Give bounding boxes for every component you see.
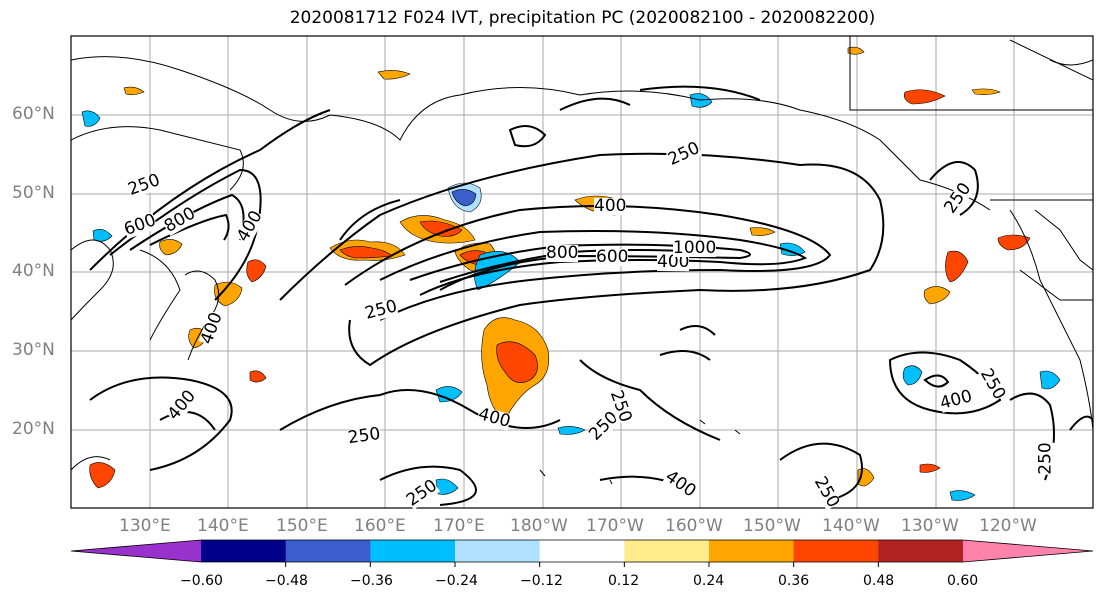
gridlines xyxy=(71,36,1093,508)
colorbar-segment xyxy=(709,540,795,562)
colorbar-tick: 0.12 xyxy=(608,573,640,589)
lat-label-30n: 30°N xyxy=(12,340,55,360)
lat-label-50n: 50°N xyxy=(12,183,55,203)
contour-label: 250 xyxy=(346,423,382,449)
colorbar-outline xyxy=(70,539,1094,563)
map-area xyxy=(71,36,1093,508)
lon-label-170e: 170°E xyxy=(433,516,485,536)
coastlines xyxy=(71,36,1093,485)
colorbar-extend-min xyxy=(71,540,201,562)
lon-label-130e: 130°E xyxy=(119,516,171,536)
contour-label: 250 xyxy=(1035,442,1056,475)
lon-label-140w: 140°W xyxy=(822,516,880,536)
colorbar-tick: −0.12 xyxy=(520,573,563,589)
lon-label-130w: 130°W xyxy=(901,516,959,536)
colorbar-segment xyxy=(878,540,964,562)
lon-label-140e: 140°E xyxy=(197,516,249,536)
colorbar-tick: −0.48 xyxy=(265,573,308,589)
contour-label: 800 xyxy=(546,243,579,263)
lon-label-170w: 170°W xyxy=(586,516,644,536)
colorbar-tick: −0.24 xyxy=(435,573,478,589)
lon-label-150w: 150°W xyxy=(743,516,801,536)
colorbar xyxy=(70,539,1094,567)
lon-label-160e: 160°E xyxy=(354,516,406,536)
contour-label: 400 xyxy=(657,252,690,272)
lon-label-180w: 180°W xyxy=(510,516,568,536)
colorbar-segment xyxy=(624,540,710,562)
precipitation-shading xyxy=(81,46,1061,501)
contour-label: 400 xyxy=(594,196,627,216)
colorbar-segment xyxy=(370,540,456,562)
lon-label-160w: 160°W xyxy=(665,516,723,536)
colorbar-tick: 0.60 xyxy=(947,573,979,589)
colorbar-tick: −0.36 xyxy=(350,573,393,589)
contour-label: 1000 xyxy=(673,238,717,258)
colorbar-extend-max xyxy=(963,540,1093,562)
colorbar-segment xyxy=(285,540,371,562)
colorbar-tick: 0.48 xyxy=(863,573,895,589)
colorbar-tick: 0.36 xyxy=(778,573,810,589)
lat-label-20n: 20°N xyxy=(12,419,55,439)
lon-label-120w: 120°W xyxy=(979,516,1037,536)
lon-label-150e: 150°E xyxy=(276,516,328,536)
colorbar-tick: −0.60 xyxy=(180,573,223,589)
lat-label-60n: 60°N xyxy=(12,104,55,124)
map-title: 2020081712 F024 IVT, precipitation PC (2… xyxy=(289,8,876,28)
colorbar-segment xyxy=(455,540,541,562)
colorbar-tick: 0.24 xyxy=(693,573,725,589)
lat-label-40n: 40°N xyxy=(12,261,55,281)
colorbar-segment xyxy=(539,540,625,562)
colorbar-segment xyxy=(201,540,287,562)
map-frame xyxy=(70,35,1094,509)
ivt-contours xyxy=(89,85,1093,506)
colorbar-segment xyxy=(793,540,879,562)
contour-label: 600 xyxy=(596,247,629,267)
